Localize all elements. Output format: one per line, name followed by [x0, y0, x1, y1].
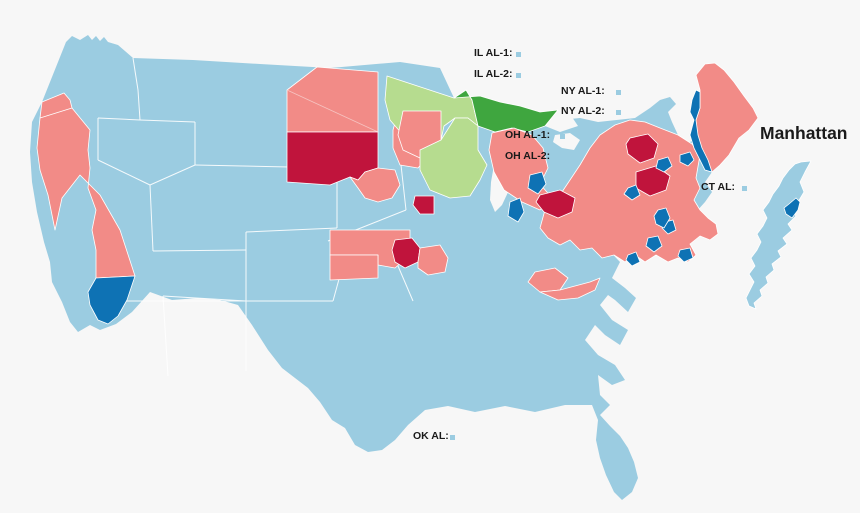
svg-text:CT AL:: CT AL:: [701, 181, 735, 193]
svg-text:OH AL-1:: OH AL-1:: [505, 129, 550, 141]
svg-text:IL AL-1:: IL AL-1:: [474, 47, 513, 59]
svg-text:NY AL-1:: NY AL-1:: [561, 85, 605, 97]
svg-text:IL AL-2:: IL AL-2:: [474, 68, 513, 80]
svg-text:OK AL:: OK AL:: [413, 430, 449, 442]
svg-text:Manhattan: Manhattan: [760, 123, 848, 143]
svg-text:NY AL-2:: NY AL-2:: [561, 105, 605, 117]
svg-text:OH AL-2:: OH AL-2:: [505, 150, 550, 162]
